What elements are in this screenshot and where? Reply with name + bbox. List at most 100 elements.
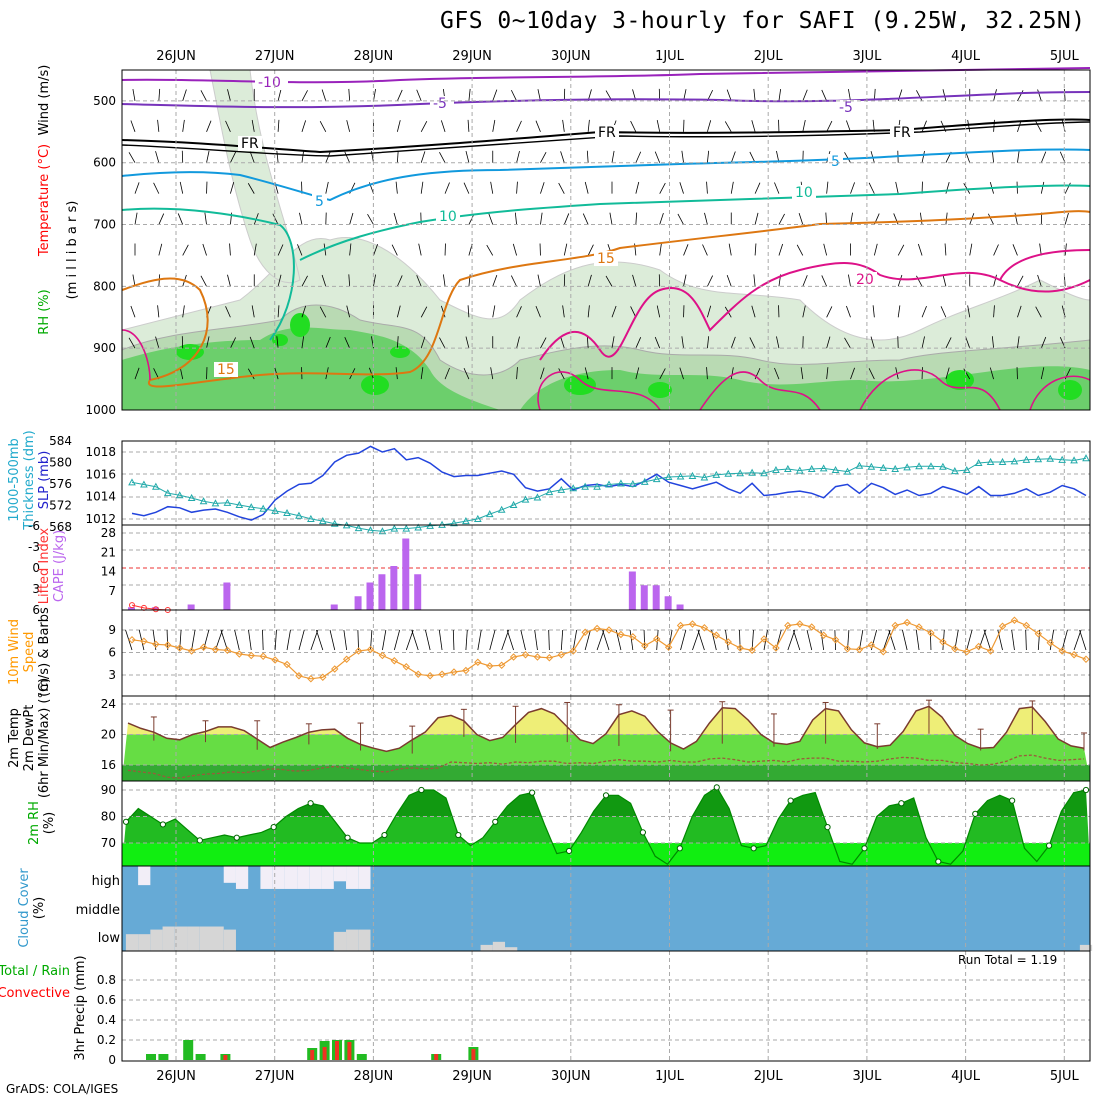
rh-point [529, 789, 536, 796]
wind-barb [182, 89, 187, 102]
wind-speed-point [557, 651, 566, 659]
wind-barb [916, 275, 923, 287]
wind-barb [516, 181, 518, 194]
wind-speed-point [402, 663, 410, 671]
wind-barb [753, 274, 756, 287]
wind-barb [1037, 274, 1042, 287]
wind-speed-point [414, 670, 422, 678]
wind-speed-point [211, 645, 220, 654]
wind-speed-point [569, 647, 577, 655]
contour-label: 5 [315, 194, 324, 210]
wind-barb [680, 629, 687, 651]
wind-barb [1049, 629, 1055, 651]
wind-barb [940, 306, 947, 318]
wind-barb [587, 119, 590, 132]
wind-barb [420, 181, 424, 194]
wind-barb [897, 305, 901, 318]
wind-barb [605, 275, 613, 287]
upper-air-panel: -10 -5 -5 FR FR FR 5 5 10 10 15 15 20 500 600 700 800 900… [85, 67, 1091, 417]
wind-speed-point [855, 645, 864, 654]
thickness-point [819, 464, 828, 472]
rh-point [196, 837, 203, 844]
contour-label-bg [836, 100, 860, 115]
thickness-point [998, 457, 1007, 465]
wind-barb [707, 305, 712, 318]
wind-barb [993, 244, 999, 256]
wind-barb [206, 150, 210, 163]
wind-barb [1079, 629, 1087, 651]
wind-barb [158, 213, 165, 225]
wind-barb [826, 367, 829, 380]
wind-barb [679, 182, 684, 194]
contour-label: -10 [258, 75, 281, 91]
wind-barb [681, 336, 684, 349]
li-tick: -6 [28, 519, 40, 533]
wind-barb [158, 88, 161, 101]
wind-barb [274, 629, 277, 651]
rh-point [565, 847, 573, 855]
panel-label-cape: CAPE (J/kg) [52, 530, 67, 602]
cloud-high-bar [297, 866, 310, 889]
cloud-high-bar [138, 866, 151, 886]
wind-speed-point [986, 647, 995, 655]
wind-barb [467, 305, 470, 318]
rh-point [1082, 786, 1090, 794]
wind-speed-point [951, 645, 959, 653]
wind-barb [560, 151, 565, 163]
wind-barb [821, 275, 828, 287]
wind-barb [635, 151, 642, 163]
wind-barb [489, 629, 496, 651]
wind-barb [1064, 212, 1069, 225]
cloud-high-bar [260, 866, 273, 889]
thickness-point [1022, 455, 1031, 463]
wind-barb [537, 274, 541, 287]
wind-barb [299, 212, 303, 225]
wind-barb [439, 337, 446, 349]
wind-barb [516, 367, 518, 380]
wind-barb [277, 89, 282, 102]
wind-barb [844, 152, 851, 163]
wind-barb [488, 213, 494, 225]
wind-barb [298, 629, 305, 651]
thickness-point [1082, 454, 1090, 462]
wind-barb [677, 213, 684, 225]
wind-barb [343, 629, 348, 651]
rh-point [935, 858, 942, 865]
wind-barb [393, 629, 401, 651]
wind-speed-point [760, 635, 768, 643]
rh2m-panel: 70 80 90 [101, 780, 1091, 867]
wind-barb [826, 306, 833, 318]
wind-barb [301, 150, 305, 163]
wind-barb [739, 629, 741, 651]
wind-barb [560, 336, 565, 349]
wind-barb [225, 120, 231, 132]
cloud-high-bar [272, 866, 285, 889]
wind-speed-point [474, 658, 482, 666]
thickness-point [784, 464, 792, 472]
thickness-tick: 580 [49, 456, 72, 470]
wind-barb [965, 336, 971, 349]
wind-barb [249, 336, 255, 349]
wind-barb [391, 244, 398, 256]
wind-barb [373, 274, 376, 287]
temp-tick: 16 [101, 758, 116, 772]
wind-barb [516, 306, 522, 318]
rh-point [455, 831, 462, 839]
wind-barb [534, 629, 538, 651]
precip-convective-bar [322, 1047, 327, 1060]
thickness-point [330, 519, 339, 527]
isotherm-p20 [539, 249, 1091, 361]
wind-barb [868, 182, 875, 194]
rh-tick: 80 [101, 810, 116, 824]
wind-barb [917, 243, 923, 256]
cloud-level-label: middle [76, 903, 120, 918]
wind-barb [425, 629, 431, 651]
wind-barb [277, 119, 280, 132]
wind-barb [310, 629, 319, 651]
wind-barb [158, 243, 163, 256]
wind-barb [893, 213, 899, 225]
thickness-point [175, 491, 184, 499]
slp-tick: 1014 [85, 490, 116, 504]
wind-barb [997, 629, 1003, 651]
wind-barb [870, 336, 875, 349]
